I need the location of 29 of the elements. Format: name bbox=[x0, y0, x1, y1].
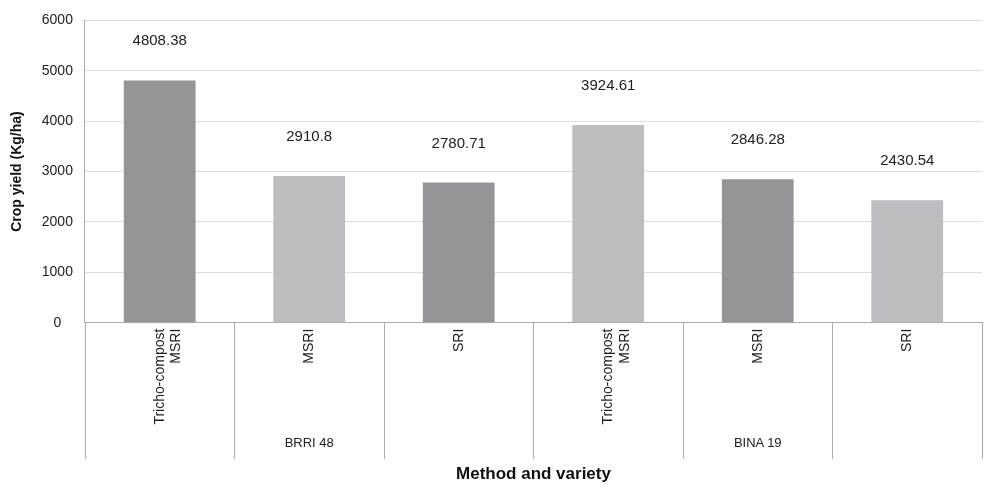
y-tick-label: 4000 bbox=[41, 112, 74, 129]
bar bbox=[273, 176, 346, 323]
data-label: 4808.38 bbox=[132, 31, 187, 49]
y-tick-label: 2000 bbox=[41, 212, 74, 229]
data-label: 2430.54 bbox=[880, 151, 935, 169]
bar bbox=[721, 179, 794, 323]
y-tick-label: 0 bbox=[53, 313, 62, 330]
bar bbox=[871, 200, 944, 323]
y-tick-label: 1000 bbox=[41, 263, 74, 280]
x-axis-title: Method and variety bbox=[456, 464, 612, 484]
bar bbox=[572, 124, 645, 323]
data-label: 2910.8 bbox=[286, 127, 333, 145]
x-tick-label: Tricho-compost MSRI bbox=[599, 328, 632, 425]
y-tick-label: 3000 bbox=[41, 162, 74, 179]
data-label: 2846.28 bbox=[730, 130, 785, 148]
bar bbox=[422, 182, 495, 323]
data-label: 2780.71 bbox=[431, 133, 486, 151]
y-tick-label: 6000 bbox=[41, 11, 74, 28]
x-tick-label: MSRI bbox=[748, 328, 765, 364]
data-label: 3924.61 bbox=[581, 75, 636, 93]
text: BRRI 48 bbox=[284, 435, 334, 450]
bar bbox=[123, 80, 196, 323]
text: BINA 19 bbox=[733, 435, 782, 450]
x-tick-label: SRI bbox=[449, 328, 466, 352]
x-tick-label: Tricho-compost MSRI bbox=[150, 328, 184, 425]
x-tick-label: MSRI bbox=[300, 328, 317, 364]
x-tick-label: SRI bbox=[898, 328, 915, 352]
y-tick-label: 5000 bbox=[41, 61, 74, 78]
y-axis-title: Crop yield (Kg/ha) bbox=[8, 111, 25, 232]
